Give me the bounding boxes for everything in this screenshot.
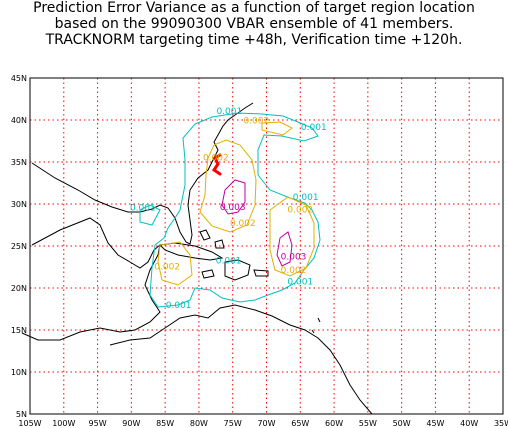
contour-label: 0.001 xyxy=(301,123,327,133)
map-frame xyxy=(29,77,504,415)
lat-tick-label: 20N xyxy=(11,284,27,293)
lon-tick-label: 85W xyxy=(156,419,174,428)
lon-tick-label: 75W xyxy=(224,419,242,428)
lon-tick-label: 105W xyxy=(18,419,41,428)
lon-tick-label: 45W xyxy=(426,419,444,428)
lon-tick-label: 90W xyxy=(122,419,140,428)
contour-label: 0.001 xyxy=(166,301,192,311)
contour-label: 0.002 xyxy=(281,266,307,276)
contour-002-north xyxy=(261,121,293,136)
title-line-3: TRACKNORM targeting time +48h, Verificat… xyxy=(45,32,463,48)
contour-labels: 0.0010.0020.0010.0020.0030.0020.0010.002… xyxy=(130,107,327,311)
lon-tick-label: 95W xyxy=(89,419,107,428)
contour-001-north xyxy=(149,112,321,308)
lon-tick-label: 80W xyxy=(190,419,208,428)
contour-label: 0.002 xyxy=(230,219,256,229)
coast-puerto-rico xyxy=(253,269,269,277)
title-line-2: based on the 99090300 VBAR ensemble of 4… xyxy=(54,16,454,32)
lat-tick-label: 15N xyxy=(11,326,27,335)
lon-tick-label: 70W xyxy=(257,419,275,428)
contour-label: 0.001 xyxy=(216,107,242,117)
contour-002-east xyxy=(269,196,315,277)
contour-label: 0.002 xyxy=(287,205,313,215)
coast-hispaniola xyxy=(224,259,251,281)
title-line-1: Prediction Error Variance as a function … xyxy=(33,0,475,16)
coast-cuba xyxy=(158,242,224,261)
lat-tick-label: 30N xyxy=(11,200,27,209)
lat-lon-grid xyxy=(30,78,503,414)
axis-ticks: 105W 100W 95W 90W 85W 80W 75W 70W 65W 60W 55W 50W 45… xyxy=(11,74,508,428)
contour-label: 0.003 xyxy=(220,203,246,213)
contours-0-003 xyxy=(221,179,293,267)
lat-tick-label: 40N xyxy=(11,116,27,125)
lon-tick-label: 50W xyxy=(393,419,411,428)
coast-jamaica xyxy=(201,269,215,279)
contour-label: 0.001 xyxy=(216,257,242,267)
coastlines xyxy=(21,102,373,415)
coast-gulf-mexico xyxy=(21,217,161,341)
contour-002-center xyxy=(199,139,257,233)
coast-lesser-antilles xyxy=(311,317,321,334)
lat-tick-label: 5N xyxy=(16,410,27,419)
contour-001-west xyxy=(139,204,161,226)
lon-tick-label: 55W xyxy=(359,419,377,428)
contour-003-east xyxy=(276,231,293,267)
coast-south-america xyxy=(109,304,373,415)
contours-0-001 xyxy=(139,112,321,308)
contour-label: 0.002 xyxy=(203,153,229,163)
lat-tick-label: 45N xyxy=(11,74,27,83)
contour-label: 0.002 xyxy=(154,263,180,273)
lat-tick-label: 35N xyxy=(11,158,27,167)
lon-tick-label: 35W xyxy=(494,419,508,428)
hurricane-track xyxy=(211,153,222,176)
contour-label: 0.001 xyxy=(293,193,319,203)
contours-0-002 xyxy=(157,121,315,286)
contour-label: 0.001 xyxy=(287,278,313,288)
coast-bahamas xyxy=(199,229,225,249)
lon-tick-label: 60W xyxy=(325,419,343,428)
contour-003-center xyxy=(221,179,246,215)
lon-tick-label: 40W xyxy=(460,419,478,428)
contour-label: 0.001 xyxy=(130,204,156,214)
contour-label: 0.002 xyxy=(243,116,269,126)
coast-east-us xyxy=(31,102,254,245)
lat-tick-label: 10N xyxy=(11,368,27,377)
lat-tick-label: 25N xyxy=(11,242,27,251)
contour-label: 0.003 xyxy=(281,252,307,262)
lon-tick-label: 65W xyxy=(291,419,309,428)
lon-tick-label: 100W xyxy=(52,419,75,428)
contour-002-caribbean xyxy=(157,241,193,286)
